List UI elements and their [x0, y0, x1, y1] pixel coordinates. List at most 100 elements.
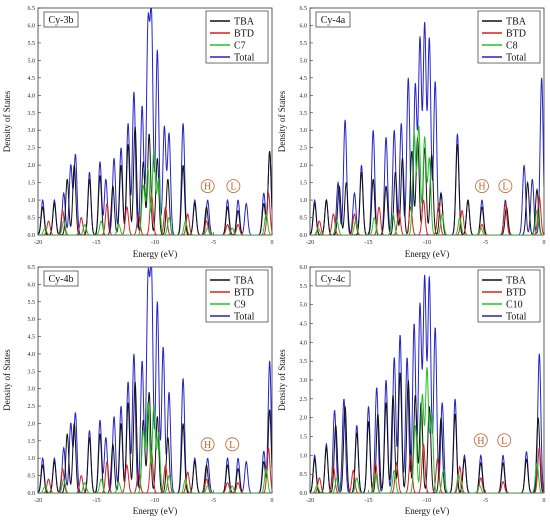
x-tick-label: -5 [483, 240, 488, 246]
y-tick-label: 1.0 [28, 456, 36, 462]
y-tick-label: 6.5 [28, 265, 36, 271]
legend-label-total: Total [506, 312, 527, 323]
legend-box [477, 269, 541, 323]
y-tick-label: 5.5 [28, 300, 36, 306]
panel-title: Cy-4c [315, 270, 351, 287]
x-tick-label: -5 [483, 498, 488, 504]
lumo-circle [498, 179, 513, 194]
y-tick-label: 3.0 [300, 378, 308, 384]
y-tick-label: 4.5 [300, 76, 308, 82]
x-tick-label: -5 [211, 240, 216, 246]
lumo-marker: L [226, 179, 241, 194]
y-tick-label: 2.0 [28, 163, 36, 169]
x-tick-label: -15 [365, 240, 373, 246]
legend-label-c8: C8 [506, 41, 518, 52]
series-line-c9 [38, 401, 272, 493]
panel-title-text: Cy-4a [321, 15, 346, 26]
y-tick-label: 5.5 [300, 41, 308, 47]
x-tick-label: -10 [151, 498, 159, 504]
x-tick-label: 0 [543, 498, 546, 504]
legend-label-tba: TBA [506, 17, 527, 28]
homo-marker: H [475, 179, 489, 194]
series-line-tba [310, 137, 544, 235]
y-tick-label: 6.0 [28, 23, 36, 29]
homo-circle [473, 433, 488, 448]
homo-label: H [478, 182, 485, 193]
y-tick-label: 2.0 [300, 163, 308, 169]
y-tick-label: 3.0 [28, 387, 36, 393]
y-tick-label: 4.0 [28, 352, 36, 358]
y-tick-label: 0.0 [28, 233, 36, 239]
panel-title-text: Cy-4c [321, 274, 346, 285]
x-tick-label: -5 [211, 498, 216, 504]
y-tick-label: 2.5 [28, 146, 36, 152]
chart-panel-cy-4b: 0.0 0.5 1.0 1.5 2.0 2.5 3.0 3.5 4.0 4.5 5.0 5.5 6.0 6… [2, 265, 274, 516]
y-tick-label: 1.0 [28, 198, 36, 204]
x-axis-label: Energy (eV) [405, 249, 450, 259]
panel-title-box [43, 270, 79, 287]
y-tick-label: 6.5 [300, 6, 308, 12]
x-tick-label: -10 [423, 240, 431, 246]
y-tick-label: 5.5 [300, 284, 308, 290]
homo-label: H [477, 436, 484, 447]
lumo-circle [226, 179, 241, 194]
y-tick-label: 1.5 [300, 181, 308, 187]
y-tick-label: 6.0 [300, 23, 308, 29]
legend-label-c10: C10 [506, 300, 523, 311]
lumo-label: L [229, 440, 235, 451]
homo-marker: H [473, 433, 488, 448]
legend-label-btd: BTD [506, 288, 526, 299]
y-tick-label: 1.5 [300, 435, 308, 441]
chart-panel-cy-4c: 0.0 0.5 1.0 1.5 2.0 2.5 3.0 3.5 4.0 4.5 5.0 5.5 6.0 -… [277, 265, 546, 516]
series-line-c8 [310, 124, 544, 235]
x-tick-label: 0 [543, 240, 546, 246]
lumo-label: L [502, 182, 508, 193]
y-tick-label: 4.0 [300, 93, 308, 99]
chart-panel-cy-3b: 0.0 0.5 1.0 1.5 2.0 2.5 3.0 3.5 4.0 4.5 5.0 5.5 6.0 6… [2, 6, 274, 259]
y-tick-label: 3.5 [300, 359, 308, 365]
lumo-marker: L [497, 433, 512, 448]
lumo-circle [225, 437, 240, 452]
legend-label-c7: C7 [234, 41, 246, 52]
y-axis-label: Density of States [277, 349, 287, 411]
homo-label: H [204, 440, 211, 451]
legend-box [205, 269, 269, 323]
y-tick-label: 4.5 [300, 322, 308, 328]
series-line-tba [310, 372, 544, 493]
series-line-total [310, 21, 544, 235]
x-axis-label: Energy (eV) [133, 249, 178, 259]
homo-circle [200, 179, 215, 194]
y-tick-label: 2.5 [28, 404, 36, 410]
y-tick-label: 4.5 [28, 335, 36, 341]
y-tick-label: 3.5 [28, 111, 36, 117]
panel-title-box [315, 270, 351, 287]
y-tick-label: 5.0 [300, 303, 308, 309]
panel-title-text: Cy-4b [49, 274, 74, 285]
legend-label-tba: TBA [506, 276, 527, 287]
y-tick-label: 6.5 [28, 6, 36, 12]
legend-box [477, 10, 541, 64]
y-tick-label: 2.0 [300, 416, 308, 422]
legend-label-c9: C9 [234, 300, 246, 311]
legend-label-total: Total [234, 312, 255, 323]
y-tick-label: 1.0 [300, 453, 308, 459]
x-tick-label: -15 [93, 240, 101, 246]
lumo-marker: L [498, 179, 513, 194]
x-tick-label: -20 [306, 498, 314, 504]
y-tick-label: 5.0 [28, 317, 36, 323]
y-tick-label: 1.5 [28, 439, 36, 445]
y-tick-label: 4.0 [300, 340, 308, 346]
y-tick-label: 0.5 [28, 474, 36, 480]
panel-title: Cy-3b [43, 11, 79, 28]
legend-label-total: Total [506, 53, 527, 64]
y-tick-label: 6.0 [28, 282, 36, 288]
legend-box [205, 10, 269, 64]
legend-label-btd: BTD [234, 29, 254, 40]
y-tick-label: 5.0 [28, 58, 36, 64]
homo-circle [475, 179, 489, 194]
x-tick-label: -20 [34, 240, 42, 246]
x-axis-label: Energy (eV) [133, 506, 178, 516]
